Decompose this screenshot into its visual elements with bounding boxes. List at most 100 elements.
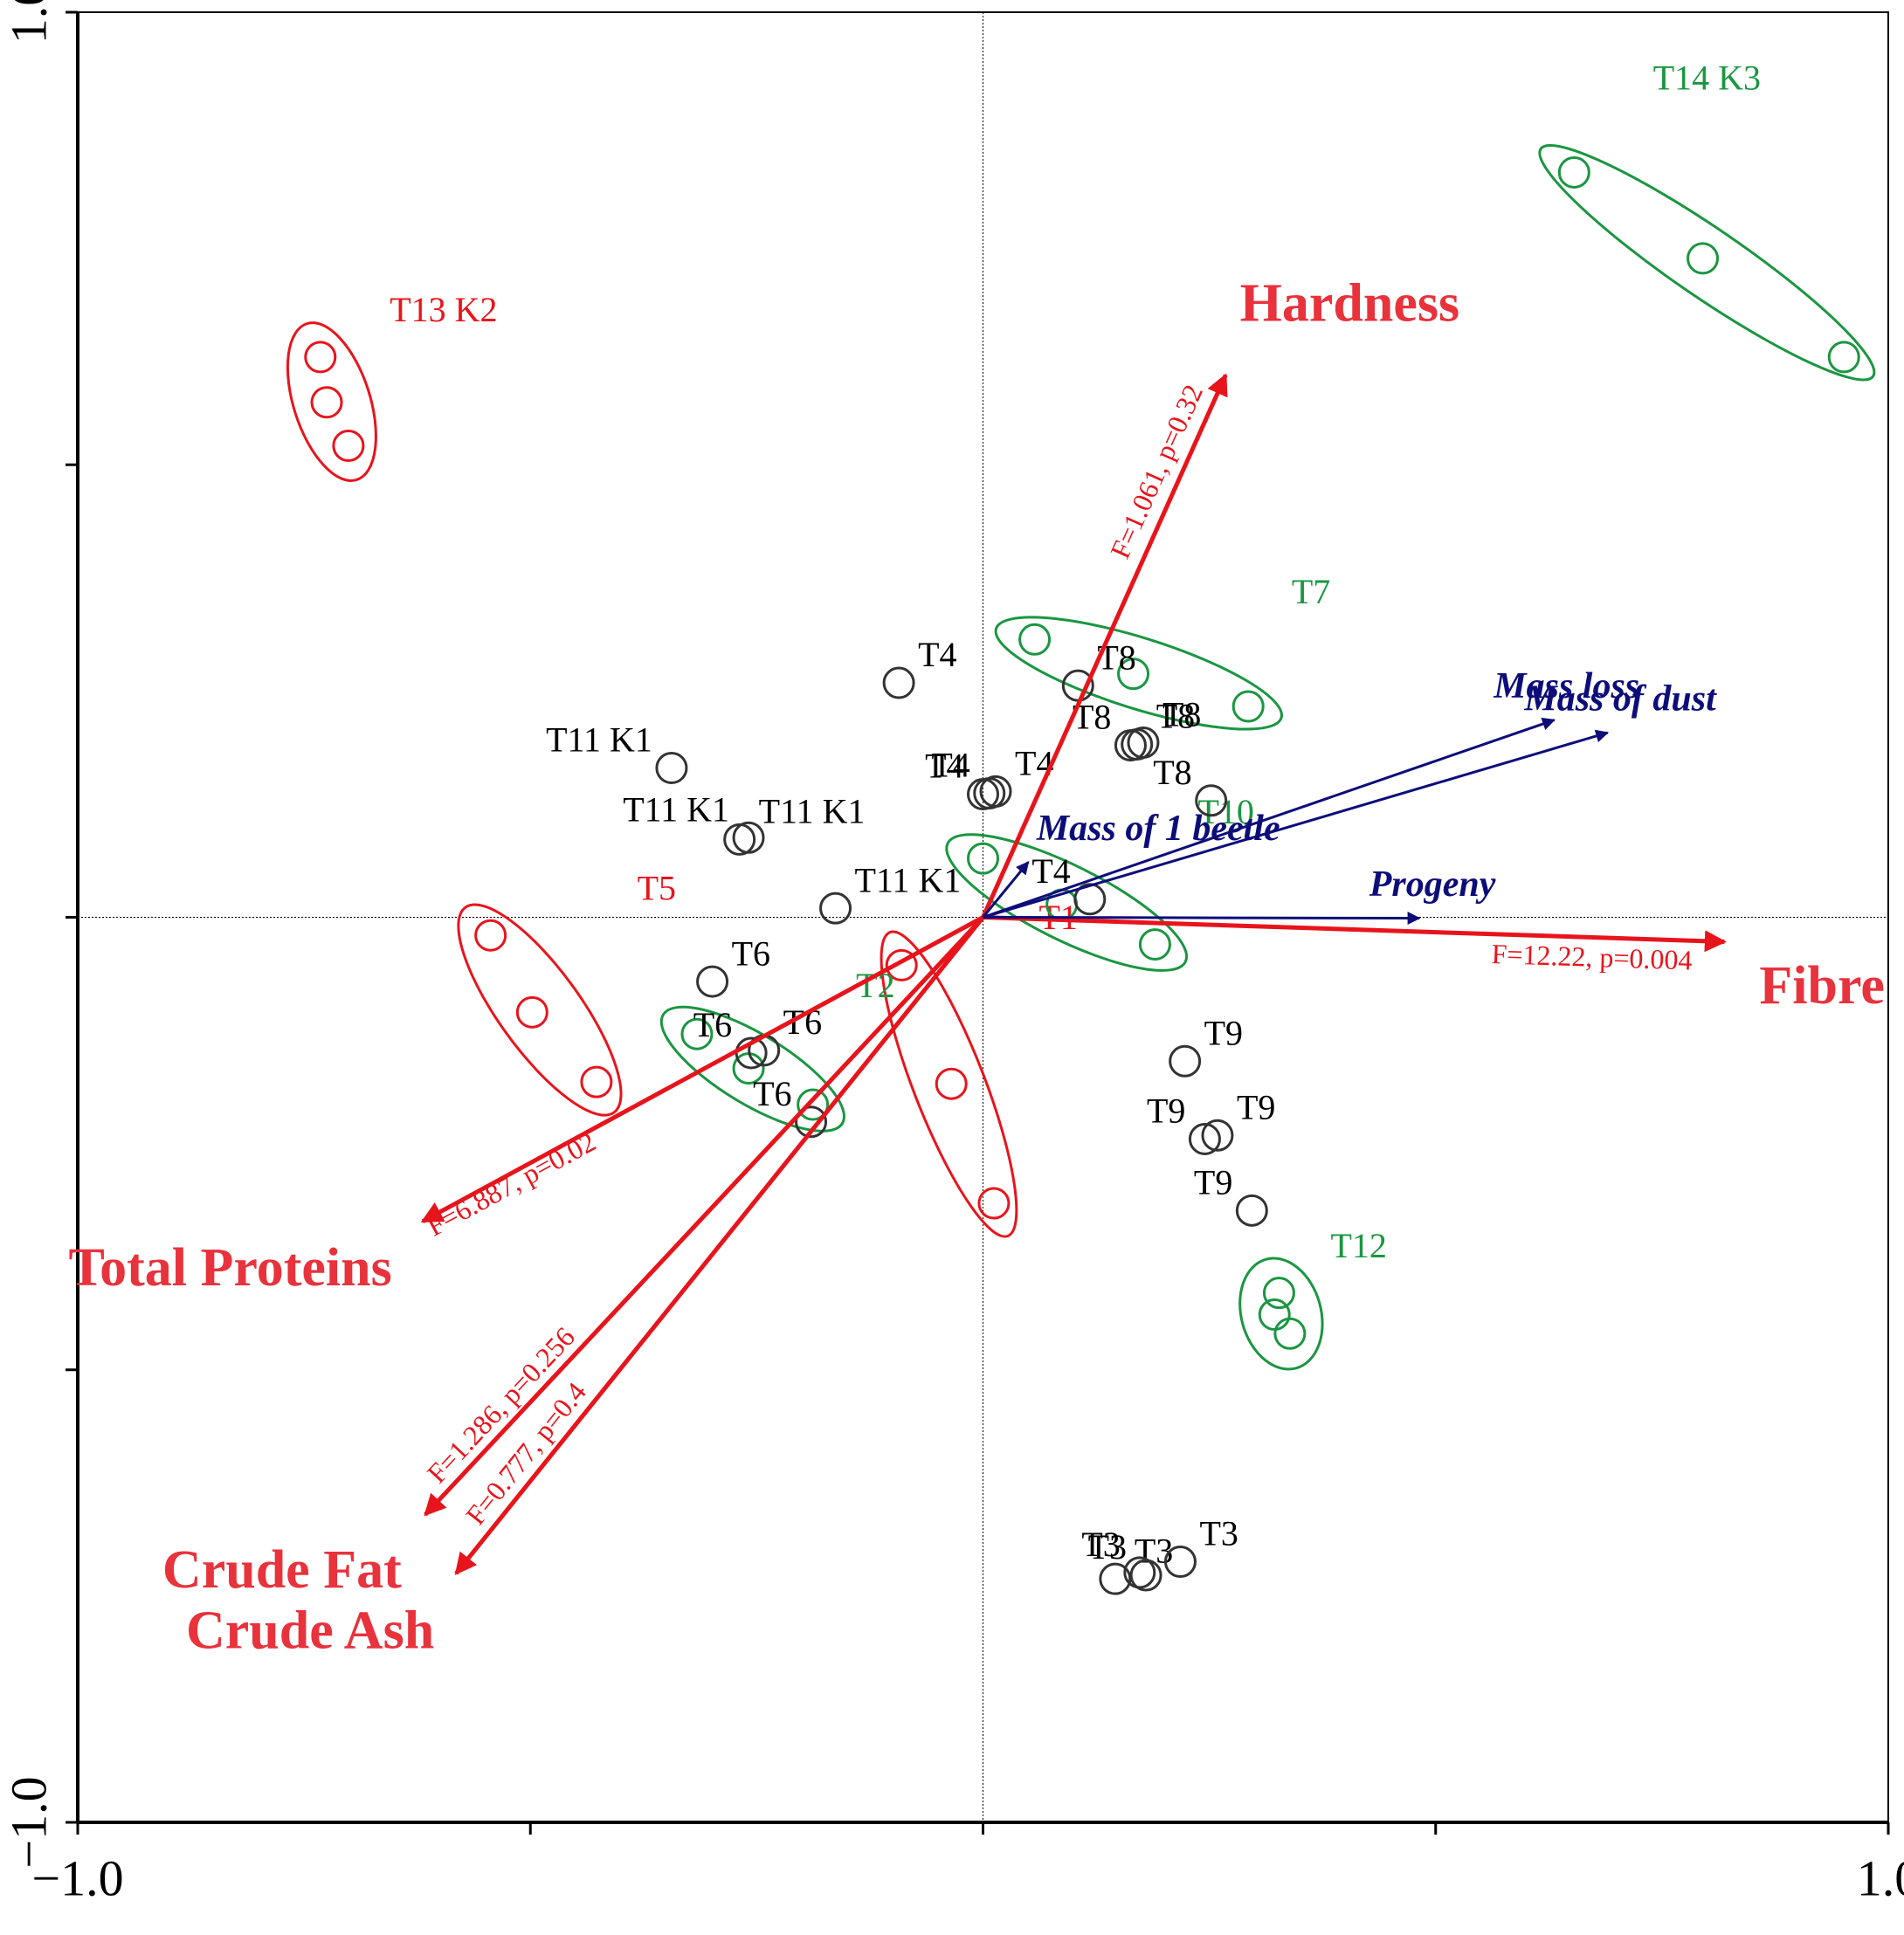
group-point (1258, 1298, 1291, 1332)
group-label: T12 (1330, 1226, 1386, 1265)
arrow (983, 717, 1556, 919)
group-label: T2 (856, 966, 894, 1005)
group-point (1138, 928, 1171, 961)
arrow-stat: F=1.061, p=0.32 (1104, 380, 1209, 563)
arrow (420, 915, 984, 1223)
sample-point (1195, 784, 1228, 817)
sample-point (1129, 1559, 1162, 1592)
sample-label: T4 (925, 747, 963, 786)
group-point (680, 1017, 714, 1050)
group-ellipse (286, 321, 377, 482)
group-point (1231, 690, 1265, 723)
group-label: T13 K2 (390, 290, 497, 329)
group-ellipse (1238, 1257, 1324, 1371)
arrow-label: Crude Fat (162, 1540, 402, 1600)
sample-point (973, 776, 1006, 809)
x-tick-label: −1.0 (31, 1849, 123, 1906)
group-point (797, 1088, 830, 1121)
y-tick-label: −1.0 (0, 1776, 57, 1868)
sample-label: T4 (918, 635, 956, 674)
sample-point (1188, 1122, 1221, 1155)
group-point (967, 842, 999, 875)
sample-label: T6 (753, 1074, 791, 1113)
sample-label: T8 (1162, 695, 1201, 734)
sample-point (1235, 1194, 1268, 1227)
group-ellipse (659, 1005, 845, 1133)
group-point (885, 948, 918, 981)
sample-label: T3 (1135, 1531, 1173, 1570)
group-point (977, 1187, 1011, 1220)
sample-label: T6 (732, 933, 770, 973)
group-point (1557, 155, 1590, 189)
arrow-label: Mass of 1 beetle (1036, 809, 1280, 849)
arrow-label: Mass of dust (1523, 679, 1717, 720)
sample-label: T3 (1088, 1527, 1127, 1567)
group-ellipse (457, 903, 623, 1117)
arrow-stat: F=6.887, p=0.02 (422, 1126, 601, 1243)
group-ellipse (994, 616, 1283, 731)
arrow (983, 729, 1610, 919)
sample-label: T4 (931, 746, 969, 785)
sample-label: T11 K1 (759, 792, 866, 831)
group-point (310, 386, 343, 419)
arrow-stat: F=12.22, p=0.004 (1491, 938, 1693, 976)
sample-label: T9 (1194, 1162, 1232, 1202)
arrow (981, 373, 1228, 919)
arrow (454, 915, 985, 1575)
sample-label: T6 (693, 1005, 732, 1044)
arrow-label: Mass loss (1493, 666, 1639, 706)
sample-label: T9 (1237, 1087, 1275, 1126)
sample-label: T9 (1147, 1091, 1185, 1131)
sample-point (795, 1105, 828, 1139)
sample-point (819, 892, 852, 925)
sample-label: T11 K1 (623, 789, 729, 829)
arrow-label: Progeny (1369, 864, 1496, 905)
sample-label: T4 (1031, 851, 1070, 891)
arrow (982, 861, 1030, 919)
group-label: T14 K3 (1653, 58, 1761, 97)
sample-label: T11 K1 (546, 720, 652, 760)
sample-label: T3 (1199, 1514, 1238, 1553)
arrow-label: Fibre (1759, 956, 1885, 1016)
sample-point (732, 821, 765, 854)
arrow (983, 912, 1421, 926)
arrow-label: Crude Ash (186, 1601, 434, 1660)
sample-label: T3 (1081, 1525, 1120, 1564)
sample-point (696, 965, 729, 998)
group-label: T5 (638, 869, 676, 908)
group-point (1273, 1317, 1307, 1350)
sample-point (1073, 883, 1107, 916)
group-ellipse (1538, 144, 1876, 382)
sample-point (882, 666, 915, 699)
sample-point (1201, 1119, 1234, 1152)
group-label: T7 (1292, 572, 1330, 611)
arrow (424, 915, 985, 1517)
group-point (935, 1067, 968, 1100)
sample-label: T9 (1204, 1013, 1243, 1052)
group-point (580, 1065, 613, 1098)
group-point (1018, 623, 1052, 656)
group-point (1827, 341, 1860, 374)
sample-point (1163, 1545, 1197, 1578)
sample-label: T8 (1156, 697, 1195, 736)
group-point (1687, 242, 1720, 275)
group-ellipse (880, 930, 1018, 1238)
group-point (1262, 1277, 1295, 1310)
arrow (983, 915, 1727, 953)
group-point (1117, 658, 1150, 691)
sample-label: T11 K1 (855, 860, 962, 899)
sample-label: T8 (1153, 753, 1191, 792)
arrow-label: Hardness (1240, 273, 1459, 333)
x-tick-label: 1.0 (1857, 1849, 1904, 1906)
y-tick-label: 1.0 (0, 0, 57, 44)
sample-point (655, 751, 688, 784)
group-ellipse (945, 833, 1189, 972)
sample-point (1121, 728, 1154, 761)
group-point (515, 995, 548, 1029)
sample-point (1169, 1044, 1202, 1078)
group-point (474, 919, 507, 952)
group-point (304, 341, 337, 374)
arrow-label: Total Proteins (68, 1238, 391, 1298)
